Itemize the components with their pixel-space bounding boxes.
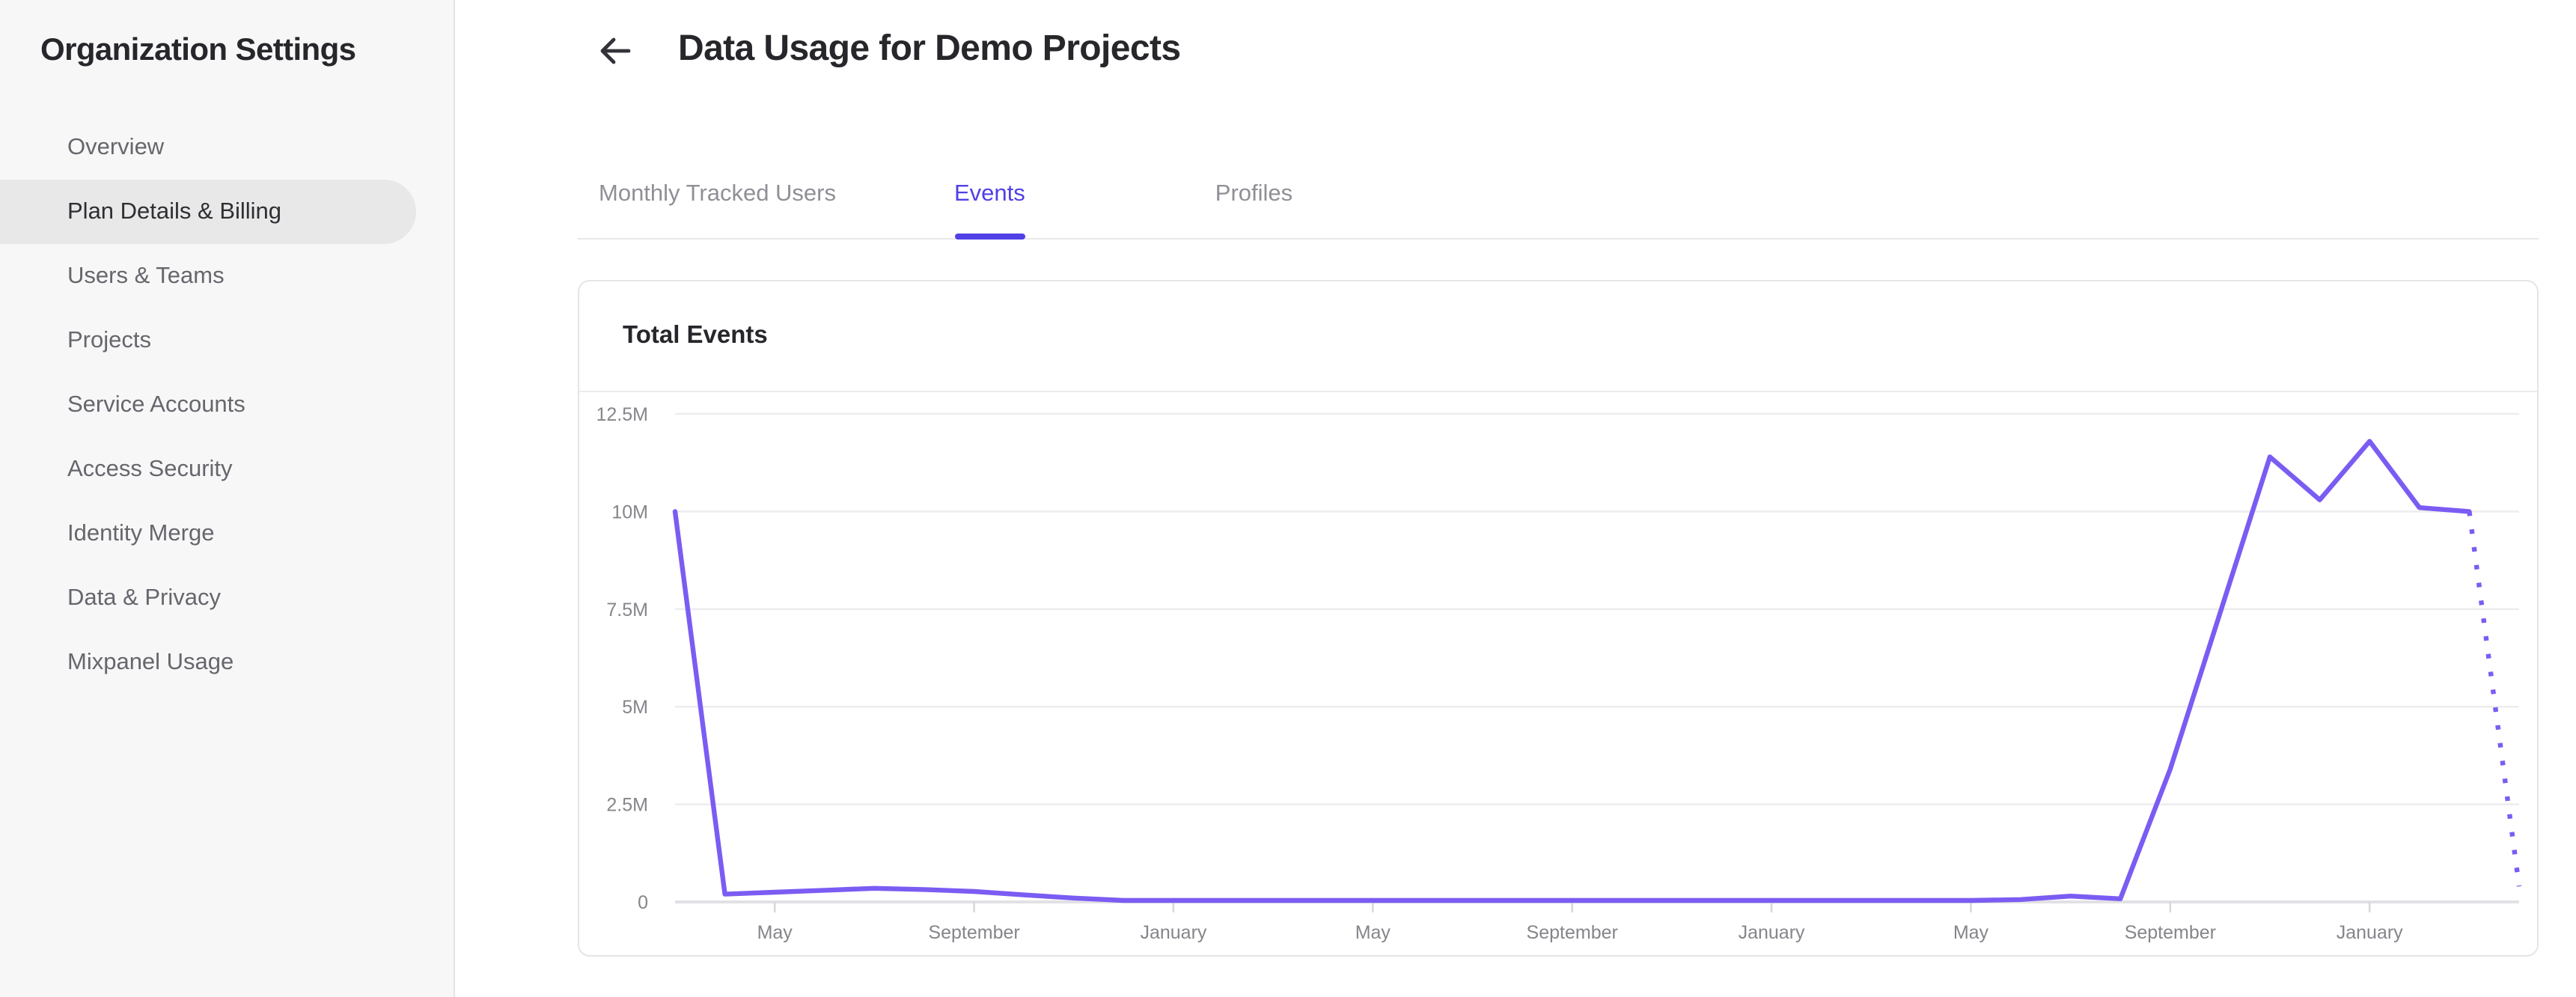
events-line-projected-dotted	[2467, 510, 2522, 887]
total-events-chart[interactable]: 0 2.5M 5M 7.5M 10M 12.5M May September January Ma…	[579, 392, 2537, 955]
active-tab-underline	[954, 233, 1025, 239]
tab-profiles[interactable]: Profiles	[1191, 149, 1316, 239]
back-button[interactable]	[596, 31, 635, 70]
sidebar-title: Organization Settings	[40, 33, 356, 67]
organization-settings-sidebar: Organization Settings Overview Plan Detai…	[0, 0, 455, 997]
sidebar-item-projects[interactable]: Projects	[67, 328, 151, 353]
tab-events[interactable]: Events	[930, 149, 1049, 239]
tab-label: Events	[954, 180, 1025, 206]
y-axis-label: 5M	[622, 697, 648, 718]
card-title: Total Events	[623, 322, 768, 349]
total-events-card: Total Events 0 2.5M 5M 7.5M 10M 12.5M May Septe…	[578, 280, 2539, 957]
sidebar-item-mixpanel-usage[interactable]: Mixpanel Usage	[67, 650, 234, 675]
x-axis-label: January	[1140, 922, 1206, 943]
sidebar-item-users-teams[interactable]: Users & Teams	[67, 263, 225, 289]
x-axis-label: May	[757, 922, 793, 943]
tabs-row: Monthly Tracked Users Events Profiles	[578, 150, 2539, 240]
y-axis-label: 12.5M	[596, 404, 648, 425]
y-axis-label: 2.5M	[606, 795, 648, 816]
card-header: Total Events	[579, 281, 2537, 392]
tab-label: Monthly Tracked Users	[599, 180, 836, 206]
sidebar-item-service-accounts[interactable]: Service Accounts	[67, 392, 245, 418]
sidebar-item-identity-merge[interactable]: Identity Merge	[67, 521, 215, 546]
x-axis-label: September	[1527, 922, 1618, 943]
back-arrow-icon	[600, 37, 631, 64]
main-content: Data Usage for Demo Projects Monthly Tra…	[457, 0, 2576, 997]
x-axis-label: September	[2125, 922, 2216, 943]
events-line	[672, 439, 2472, 903]
y-axis-label: 0	[638, 892, 648, 913]
y-axis-label: 10M	[611, 501, 648, 522]
x-axis-label: January	[2337, 922, 2403, 943]
sidebar-item-data-privacy[interactable]: Data & Privacy	[67, 585, 222, 611]
y-axis-label: 7.5M	[606, 600, 648, 621]
tab-monthly-tracked-users[interactable]: Monthly Tracked Users	[575, 149, 860, 239]
sidebar-item-plan-details-billing[interactable]: Plan Details & Billing	[0, 180, 416, 244]
page-title: Data Usage for Demo Projects	[678, 28, 1181, 69]
sidebar-item-overview[interactable]: Overview	[67, 135, 165, 160]
x-axis-label: September	[928, 922, 1019, 943]
page-header: Data Usage for Demo Projects	[457, 0, 2576, 84]
x-axis-label: January	[1739, 922, 1805, 943]
tab-label: Profiles	[1215, 180, 1293, 206]
x-axis-label: May	[1953, 922, 1989, 943]
sidebar-nav: Overview Plan Details & Billing Users & Te…	[0, 115, 454, 695]
x-axis-label: May	[1355, 922, 1391, 943]
sidebar-item-access-security[interactable]: Access Security	[67, 457, 233, 482]
